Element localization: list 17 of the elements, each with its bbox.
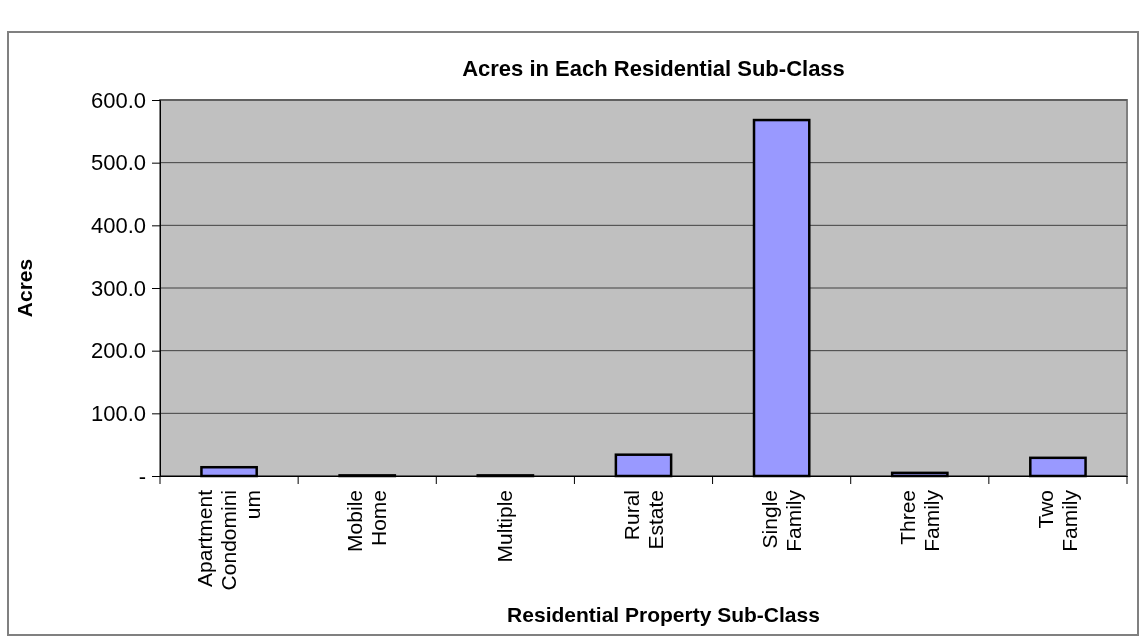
y-tick-label: 100.0	[90, 400, 146, 426]
x-tick-label: Single Family	[757, 489, 805, 552]
x-tick-label: Three Family	[895, 489, 943, 552]
x-tick-label: Multiple	[493, 490, 517, 563]
x-tick-label: Rural Estate	[619, 490, 667, 550]
x-tick-label: Apartment Condominium	[193, 489, 265, 591]
x-axis-title: Residential Property Sub-Class	[507, 603, 820, 626]
y-tick-label: 600.0	[90, 87, 146, 113]
x-tick-label: Mobile Home	[343, 490, 391, 552]
y-tick-label: 300.0	[90, 275, 146, 301]
y-tick-label: 400.0	[90, 212, 146, 238]
y-tick-label: 500.0	[90, 150, 146, 176]
x-tick-label: Two Family	[1033, 489, 1081, 552]
y-tick-label: 200.0	[90, 338, 146, 364]
chart-title: Acres in Each Residential Sub-Class	[462, 56, 845, 81]
y-axis-title: Acres	[13, 258, 36, 318]
y-tick-label: -	[138, 463, 146, 489]
